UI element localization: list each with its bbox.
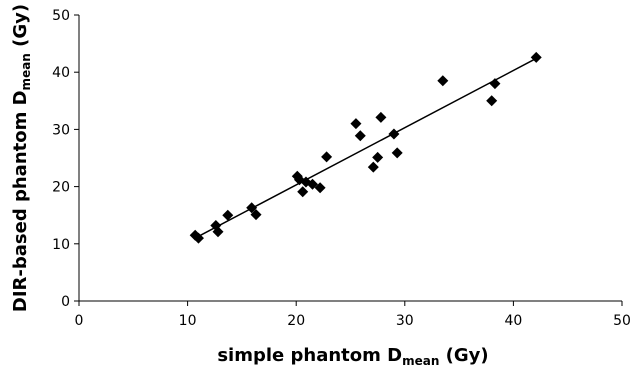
tick-labels: 0 10 20 30 40 50 0 10 20 30 40 50 [52, 8, 631, 329]
y-tick-label: 10 [52, 237, 70, 253]
data-point [306, 178, 318, 190]
data-point [388, 128, 400, 140]
data-point [314, 182, 326, 194]
data-point [246, 202, 258, 214]
data-point [375, 111, 387, 123]
y-tick-label: 50 [52, 8, 70, 24]
data-point [350, 118, 362, 130]
data-point [321, 151, 333, 163]
data-point [250, 209, 262, 221]
y-axis-title: DIR-based phantom Dmean (Gy) [10, 4, 33, 312]
y-tick-label: 0 [61, 294, 70, 310]
x-tick-label: 40 [504, 313, 522, 329]
x-tick-label: 0 [75, 313, 84, 329]
data-point [367, 161, 379, 173]
data-point [372, 151, 384, 163]
data-point [192, 232, 204, 244]
x-tick-label: 10 [179, 313, 197, 329]
data-points [189, 51, 542, 244]
x-tick-label: 30 [396, 313, 414, 329]
axes [74, 14, 623, 306]
x-axis-title: simple phantom Dmean (Gy) [217, 345, 488, 368]
data-point [489, 78, 501, 90]
data-point [212, 226, 224, 238]
data-point [486, 95, 498, 107]
data-point [391, 147, 403, 159]
data-point [437, 75, 449, 87]
x-tick-label: 50 [613, 313, 631, 329]
data-point [297, 186, 309, 198]
y-tick-label: 20 [52, 180, 70, 196]
x-tick-label: 20 [287, 313, 305, 329]
data-point [530, 51, 542, 63]
trend-line [194, 57, 537, 239]
y-tick-label: 40 [52, 65, 70, 81]
data-point [222, 209, 234, 221]
data-point [354, 130, 366, 142]
y-tick-label: 30 [52, 122, 70, 138]
